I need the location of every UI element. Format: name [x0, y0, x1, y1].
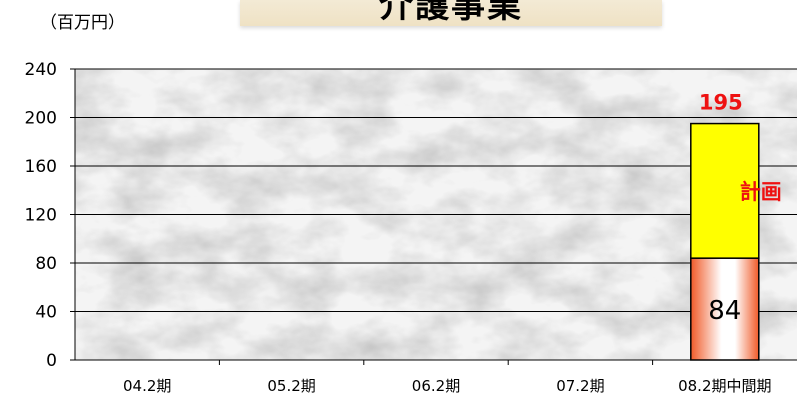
bar-value-label: 84 — [708, 296, 741, 326]
x-tick-label: 04.2期 — [123, 377, 171, 395]
y-tick-label: 40 — [35, 303, 57, 323]
y-tick-label: 80 — [35, 254, 57, 274]
x-tick-label: 08.2期中間期 — [678, 377, 771, 395]
y-tick-label: 160 — [25, 157, 57, 177]
y-tick-label: 120 — [25, 206, 57, 226]
y-tick-label: 200 — [25, 109, 57, 129]
x-tick-label: 07.2期 — [556, 377, 604, 395]
bar-total-label: 195 — [699, 91, 743, 115]
x-tick-label: 05.2期 — [267, 377, 315, 395]
x-axis-ticks: 04.2期 05.2期 06.2期 07.2期 08.2期中間期 — [123, 360, 772, 395]
y-axis-ticks: 0 40 80 120 160 200 240 — [25, 60, 75, 371]
y-tick-label: 240 — [25, 60, 57, 80]
y-tick-label: 0 — [46, 351, 57, 371]
plan-annotation-label: 計画 — [740, 180, 782, 204]
x-tick-label: 06.2期 — [412, 377, 460, 395]
